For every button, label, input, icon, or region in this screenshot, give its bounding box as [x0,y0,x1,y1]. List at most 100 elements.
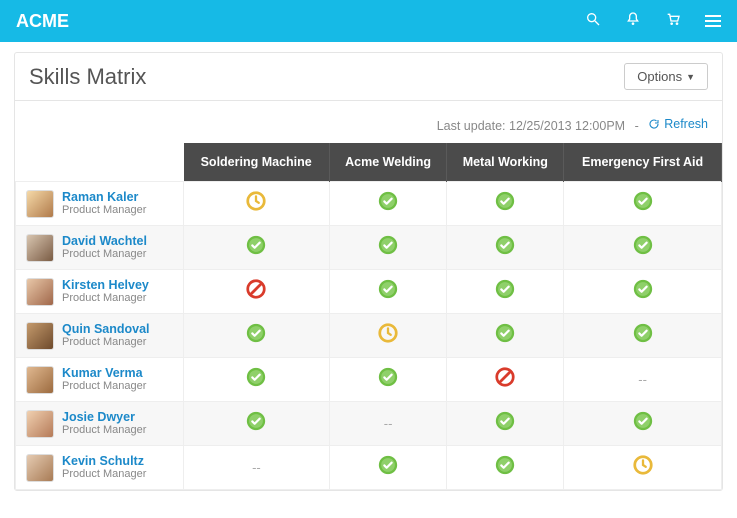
status-cell: -- [184,446,330,490]
status-cell [184,358,330,402]
skills-matrix-table: Soldering Machine Acme Welding Metal Wor… [15,143,722,490]
table-row: Kevin SchultzProduct Manager-- [16,446,722,490]
person-role: Product Manager [62,424,146,437]
table-header-row: Soldering Machine Acme Welding Metal Wor… [16,143,722,182]
dash-icon: -- [384,416,393,431]
person-role: Product Manager [62,292,149,305]
forbidden-icon [494,366,516,388]
status-cell [564,402,722,446]
cart-icon[interactable] [665,11,681,32]
person-name-link[interactable]: Josie Dwyer [62,410,146,424]
person-name-link[interactable]: Kirsten Helvey [62,278,149,292]
status-cell [447,314,564,358]
table-row: David WachtelProduct Manager [16,226,722,270]
status-cell [184,402,330,446]
avatar[interactable] [26,190,54,218]
person-name-link[interactable]: Raman Kaler [62,190,146,204]
dash-icon: -- [638,372,647,387]
person-name-link[interactable]: David Wachtel [62,234,147,248]
table-row: Raman KalerProduct Manager [16,182,722,226]
brand-title: ACME [16,11,585,32]
separator: - [635,119,639,133]
check-icon [245,410,267,432]
status-cell [447,182,564,226]
person-name-link[interactable]: Kumar Verma [62,366,146,380]
col-header: Metal Working [447,143,564,182]
clock-icon [632,454,654,476]
person-cell: Kumar VermaProduct Manager [16,358,184,402]
page-title: Skills Matrix [29,64,624,90]
search-icon[interactable] [585,11,601,32]
status-cell: -- [329,402,447,446]
check-icon [494,410,516,432]
col-header: Acme Welding [329,143,447,182]
clock-icon [245,190,267,212]
person-cell: Quin SandovalProduct Manager [16,314,184,358]
status-cell [329,270,447,314]
meta-row: Last update: 12/25/2013 12:00PM - Refres… [15,101,722,143]
check-icon [377,234,399,256]
check-icon [632,234,654,256]
check-icon [377,454,399,476]
check-icon [377,278,399,300]
person-name-link[interactable]: Quin Sandoval [62,322,150,336]
status-cell [447,270,564,314]
topbar: ACME [0,0,737,42]
check-icon [632,322,654,344]
avatar[interactable] [26,410,54,438]
check-icon [245,366,267,388]
status-cell: -- [564,358,722,402]
check-icon [494,234,516,256]
bell-icon[interactable] [625,11,641,32]
check-icon [494,190,516,212]
table-row: Kirsten HelveyProduct Manager [16,270,722,314]
topbar-actions [585,11,721,32]
status-cell [184,270,330,314]
person-name-link[interactable]: Kevin Schultz [62,454,146,468]
options-button[interactable]: Options ▼ [624,63,708,90]
table-row: Kumar VermaProduct Manager -- [16,358,722,402]
person-cell: David WachtelProduct Manager [16,226,184,270]
status-cell [447,226,564,270]
avatar[interactable] [26,278,54,306]
table-header-blank [16,143,184,182]
status-cell [564,182,722,226]
person-role: Product Manager [62,380,146,393]
refresh-link[interactable]: Refresh [648,117,708,131]
menu-icon[interactable] [705,15,721,27]
person-cell: Raman KalerProduct Manager [16,182,184,226]
check-icon [245,322,267,344]
dash-icon: -- [252,460,261,475]
panel-header: Skills Matrix Options ▼ [15,53,722,101]
table-row: Quin SandovalProduct Manager [16,314,722,358]
avatar[interactable] [26,454,54,482]
check-icon [632,278,654,300]
refresh-icon [648,118,660,130]
col-header: Emergency First Aid [564,143,722,182]
status-cell [564,314,722,358]
status-cell [447,402,564,446]
status-cell [184,182,330,226]
check-icon [632,410,654,432]
col-header: Soldering Machine [184,143,330,182]
skills-matrix-panel: Skills Matrix Options ▼ Last update: 12/… [14,52,723,491]
avatar[interactable] [26,234,54,262]
last-update-value: 12/25/2013 12:00PM [509,119,625,133]
status-cell [184,226,330,270]
check-icon [377,366,399,388]
person-cell: Josie DwyerProduct Manager [16,402,184,446]
status-cell [447,446,564,490]
check-icon [632,190,654,212]
check-icon [377,190,399,212]
status-cell [564,270,722,314]
status-cell [329,314,447,358]
status-cell [447,358,564,402]
clock-icon [377,322,399,344]
person-role: Product Manager [62,336,150,349]
status-cell [329,182,447,226]
status-cell [329,226,447,270]
status-cell [184,314,330,358]
status-cell [329,446,447,490]
avatar[interactable] [26,366,54,394]
avatar[interactable] [26,322,54,350]
